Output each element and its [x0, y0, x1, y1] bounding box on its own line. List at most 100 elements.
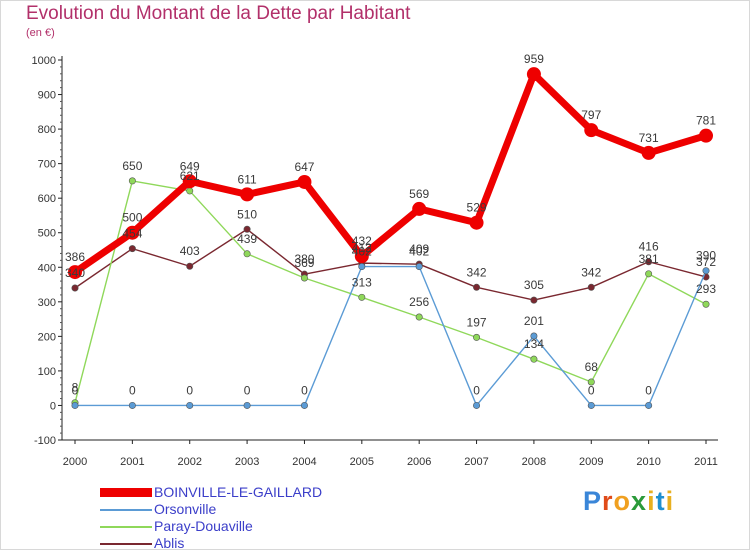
y-tick-label: -100	[34, 435, 56, 447]
chart-subtitle: (en €)	[26, 27, 55, 39]
legend-swatch-ablis	[100, 543, 152, 545]
x-tick-label: 2011	[694, 456, 718, 468]
y-tick-label: 500	[38, 228, 56, 240]
x-tick-label: 2008	[522, 456, 546, 468]
data-label: 256	[409, 295, 429, 309]
data-label: 372	[696, 255, 716, 269]
data-label: 649	[180, 159, 200, 173]
data-label: 959	[524, 52, 544, 66]
data-label: 134	[524, 337, 544, 351]
data-point	[128, 245, 136, 253]
chart-series	[68, 67, 713, 409]
x-tick-label: 2010	[636, 456, 660, 468]
y-tick-label: 400	[38, 262, 56, 274]
x-tick-label: 2004	[292, 456, 316, 468]
legend-label-paray-douaville: Paray-Douaville	[154, 518, 253, 534]
data-label: 416	[639, 240, 659, 254]
data-label: 0	[473, 383, 480, 397]
data-label: 781	[696, 114, 716, 128]
data-point	[699, 128, 713, 143]
data-point	[128, 401, 136, 409]
data-label: 197	[467, 315, 487, 329]
series-line	[74, 228, 707, 301]
data-point	[71, 401, 79, 409]
data-point	[645, 270, 653, 278]
data-point	[702, 267, 710, 275]
data-label: 201	[524, 314, 544, 328]
y-tick-label: 600	[38, 193, 56, 205]
y-tick-label: 100	[38, 366, 56, 378]
y-tick-label: 800	[38, 124, 56, 136]
data-point	[641, 145, 656, 160]
data-point	[473, 401, 481, 409]
data-point	[702, 300, 710, 308]
data-point	[240, 187, 255, 202]
data-label: 409	[409, 242, 429, 256]
data-label: 500	[122, 211, 142, 225]
data-point	[412, 201, 427, 216]
data-point	[182, 174, 197, 189]
data-point	[473, 283, 481, 291]
data-label: 381	[639, 252, 659, 266]
data-point	[243, 225, 251, 233]
data-point	[584, 123, 599, 138]
legend-label-orsonville: Orsonville	[154, 501, 217, 517]
data-label: 68	[585, 360, 599, 374]
y-tick-label: 900	[38, 90, 56, 102]
data-label: 412	[352, 241, 372, 255]
data-point	[530, 332, 538, 340]
chart-data-labels: 340 454 403 510 380 412 409 342 305 342 416 372 8 650…	[65, 52, 716, 397]
data-point	[354, 249, 369, 264]
data-point	[71, 284, 79, 292]
data-label: 305	[524, 278, 544, 292]
data-point	[473, 333, 481, 341]
data-label: 0	[244, 383, 251, 397]
data-label: 432	[352, 234, 372, 248]
legend-label-boinville: BOINVILLE-LE-GAILLARD	[154, 484, 323, 500]
legend-swatch-orsonville	[100, 509, 152, 511]
legend-label-ablis: Ablis	[154, 535, 185, 551]
data-point	[587, 401, 595, 409]
data-label: 403	[180, 244, 200, 258]
data-label: 380	[294, 252, 314, 266]
data-label: 402	[352, 245, 372, 259]
data-point	[587, 283, 595, 291]
x-tick-label: 2007	[464, 456, 488, 468]
legend-swatch-boinville	[100, 488, 152, 497]
data-point	[358, 293, 366, 301]
data-point	[415, 313, 423, 321]
data-label: 386	[65, 250, 85, 264]
data-label: 313	[352, 275, 372, 289]
data-label: 797	[581, 108, 601, 122]
x-tick-label: 2001	[120, 456, 144, 468]
line-chart: -100010020030040050060070080090010002000…	[32, 52, 718, 468]
data-point	[530, 355, 538, 363]
data-label: 293	[696, 282, 716, 296]
data-label: 611	[238, 172, 257, 186]
data-point	[415, 263, 423, 271]
chart-title: Evolution du Montant de la Dette par Hab…	[26, 3, 411, 24]
data-point	[297, 174, 312, 189]
data-point	[526, 67, 541, 82]
data-point	[300, 274, 308, 282]
data-point	[300, 401, 308, 409]
data-label: 0	[301, 383, 308, 397]
y-tick-label: 200	[38, 331, 56, 343]
data-label: 510	[237, 207, 257, 221]
data-point	[645, 258, 653, 266]
series-line	[74, 265, 707, 407]
x-tick-label: 2003	[235, 456, 259, 468]
data-label: 342	[467, 265, 487, 279]
data-label: 650	[122, 159, 142, 173]
data-point	[186, 401, 194, 409]
data-label: 569	[409, 187, 429, 201]
data-point	[243, 401, 251, 409]
data-label: 342	[581, 265, 601, 279]
data-label: 529	[467, 201, 487, 215]
data-point	[186, 262, 194, 270]
data-label: 0	[645, 383, 652, 397]
data-label: 0	[72, 383, 79, 397]
data-point	[469, 215, 484, 230]
data-point	[358, 263, 366, 271]
